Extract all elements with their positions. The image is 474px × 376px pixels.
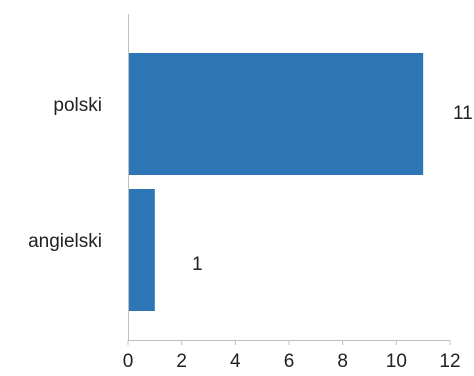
data-label-polski: 11 [453,103,473,124]
x-tick-label-6: 6 [284,351,295,372]
axes-layer [127,14,451,345]
x-tick-label-4: 4 [230,351,241,372]
x-tick-label-2: 2 [176,351,187,372]
x-tick-label-8: 8 [337,351,348,372]
bars-layer [128,53,424,311]
x-tick-label-0: 0 [123,351,134,372]
category-label-angielski: angielski [28,231,102,252]
bar-angielski [128,189,155,311]
category-label-polski: polski [53,95,102,116]
bar-polski [128,53,424,175]
x-tick-label-12: 12 [439,351,460,372]
data-label-angielski: 1 [192,254,203,275]
x-tick-label-10: 10 [386,351,407,372]
